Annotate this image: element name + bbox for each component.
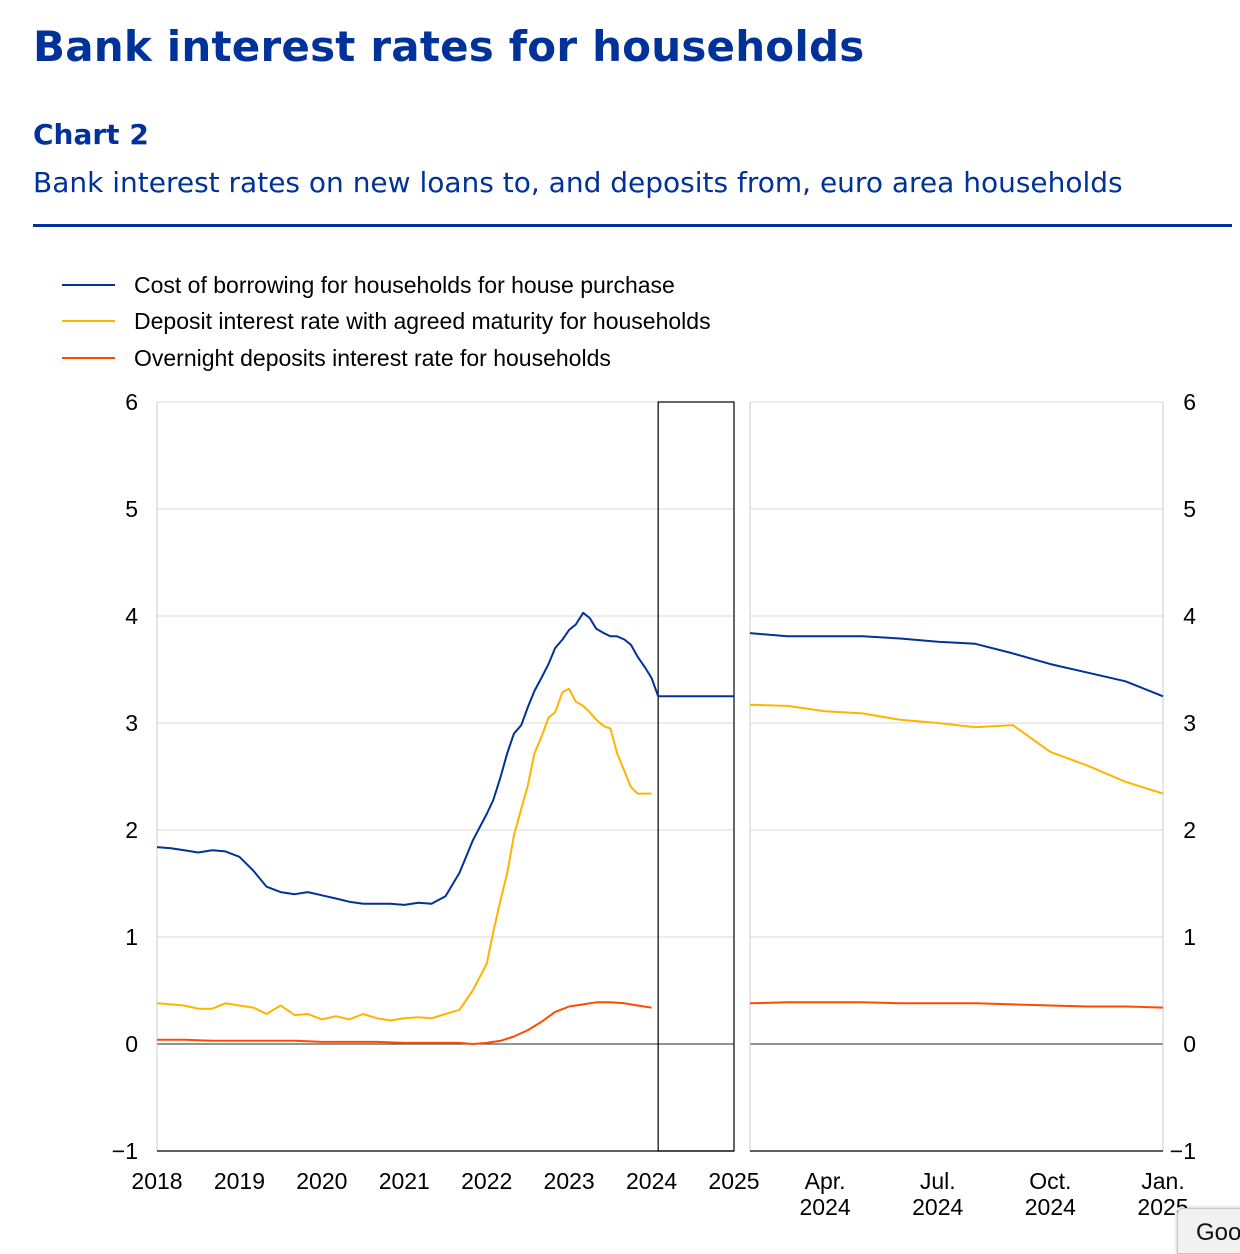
y-tick-label-left: −1 [112,1138,138,1164]
y-tick-label-left: 5 [125,496,138,522]
y-tick-label-left: 2 [125,817,138,843]
axis-ticks: 2018 2019 2020 2021 2022 2023 2024 2025 Apr. 2024… [112,389,1196,1220]
legend-label-borrowing: Cost of borrowing for households for hou… [134,272,675,298]
x-tick-label: Oct. 2024 [1025,1168,1076,1220]
x-tick-label: 2025 [708,1168,759,1194]
y-tick-label-left: 1 [125,924,138,950]
series-line-deposit-agreed-full-period [156,687,652,1022]
zoom-highlight-box [657,401,735,1152]
y-tick-label-right: 1 [1183,924,1196,950]
y-tick-label-right: 4 [1183,603,1196,629]
x-tick-label: Jul. 2024 [912,1168,963,1220]
chart-label: Chart 2 [33,118,149,151]
plot-frames [156,401,1164,1152]
x-tick-label: 2021 [379,1168,430,1194]
x-tick-label: Apr. 2024 [800,1168,851,1220]
legend-label-deposit-agreed: Deposit interest rate with agreed maturi… [134,308,711,334]
grid [157,401,1163,1152]
x-tick-label: 2023 [544,1168,595,1194]
series-line-deposit-agreed-zoom-2024 [749,703,1164,795]
series-lines [156,611,1164,1045]
y-tick-label-right: 2 [1183,817,1196,843]
y-tick-label-right: 6 [1183,389,1196,415]
series-line-overnight-zoom-2024 [749,1001,1164,1009]
page-title: Bank interest rates for households [33,22,865,71]
y-tick-label-right: −1 [1170,1138,1196,1164]
translate-popup-tab[interactable]: Goo [1177,1208,1240,1254]
y-tick-label-left: 4 [125,603,138,629]
series-line-borrowing-zoom-2024 [749,632,1164,698]
y-tick-label-left: 6 [125,389,138,415]
x-tick-label: 2022 [461,1168,512,1194]
y-tick-label-left: 3 [125,710,138,736]
y-tick-label-right: 3 [1183,710,1196,736]
y-tick-label-right: 0 [1183,1031,1196,1057]
y-tick-label-right: 5 [1183,496,1196,522]
x-tick-label: 2019 [214,1168,265,1194]
series-line-borrowing-full-period [156,611,734,906]
title-divider [33,224,1232,227]
x-tick-label: 2018 [131,1168,182,1194]
series-line-overnight-full-period [157,1001,652,1045]
chart-subtitle: Bank interest rates on new loans to, and… [33,166,1123,199]
x-tick-label: 2020 [296,1168,347,1194]
x-tick-label: 2024 [626,1168,677,1194]
chart-legend: Cost of borrowing for households for hou… [62,272,711,371]
legend-label-overnight: Overnight deposits interest rate for hou… [134,345,611,371]
y-tick-label-left: 0 [125,1031,138,1057]
